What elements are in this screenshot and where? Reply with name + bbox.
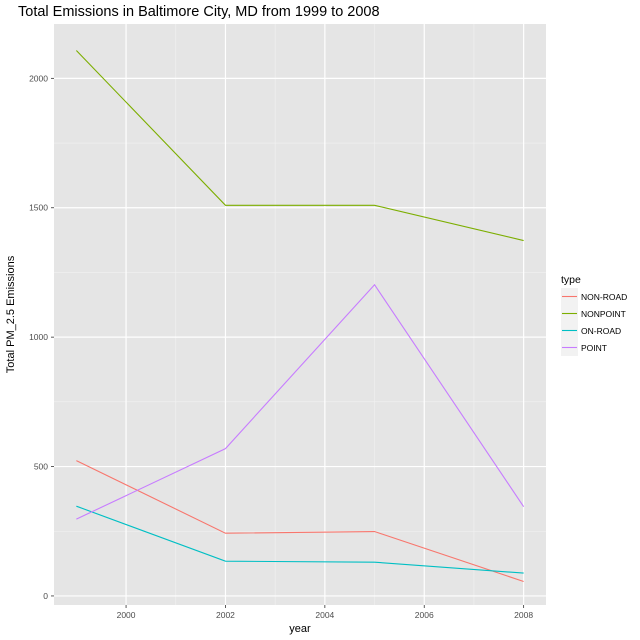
x-tick-label: 2002 xyxy=(216,610,235,620)
chart-title: Total Emissions in Baltimore City, MD fr… xyxy=(18,4,380,20)
y-axis-label: Total PM_2.5 Emissions xyxy=(5,255,17,373)
legend-item-label: POINT xyxy=(581,343,607,353)
legend-title: type xyxy=(561,274,581,286)
series-line-on-road xyxy=(76,505,524,574)
x-tick-label: 2006 xyxy=(415,610,434,620)
minor-gridlines xyxy=(54,24,546,605)
series-line-nonpoint xyxy=(75,50,524,242)
series-line-non-road xyxy=(76,460,524,583)
x-axis: 2000 2002 2004 2006 2008 xyxy=(117,605,533,620)
legend-item-label: ON-ROAD xyxy=(581,326,621,336)
y-tick-label: 1500 xyxy=(29,203,48,213)
series-line-point xyxy=(76,283,525,520)
x-tick-label: 2000 xyxy=(117,610,136,620)
y-axis: 0 500 1000 1500 2000 xyxy=(29,73,54,601)
y-tick-label: 500 xyxy=(34,462,48,472)
legend-item-label: NONPOINT xyxy=(581,309,626,319)
y-tick-label: 1000 xyxy=(29,332,48,342)
legend: type NON-ROAD NONPOINT ON-ROAD POINT xyxy=(561,274,627,356)
x-tick-label: 2008 xyxy=(514,610,533,620)
x-tick-label: 2004 xyxy=(315,610,334,620)
major-gridlines xyxy=(54,24,546,605)
legend-item-label: NON-ROAD xyxy=(581,292,627,302)
series-lines xyxy=(75,50,525,583)
y-tick-label: 0 xyxy=(43,591,48,601)
y-tick-label: 2000 xyxy=(29,73,48,83)
x-axis-label: year xyxy=(289,623,311,635)
plot-panel xyxy=(54,24,546,605)
